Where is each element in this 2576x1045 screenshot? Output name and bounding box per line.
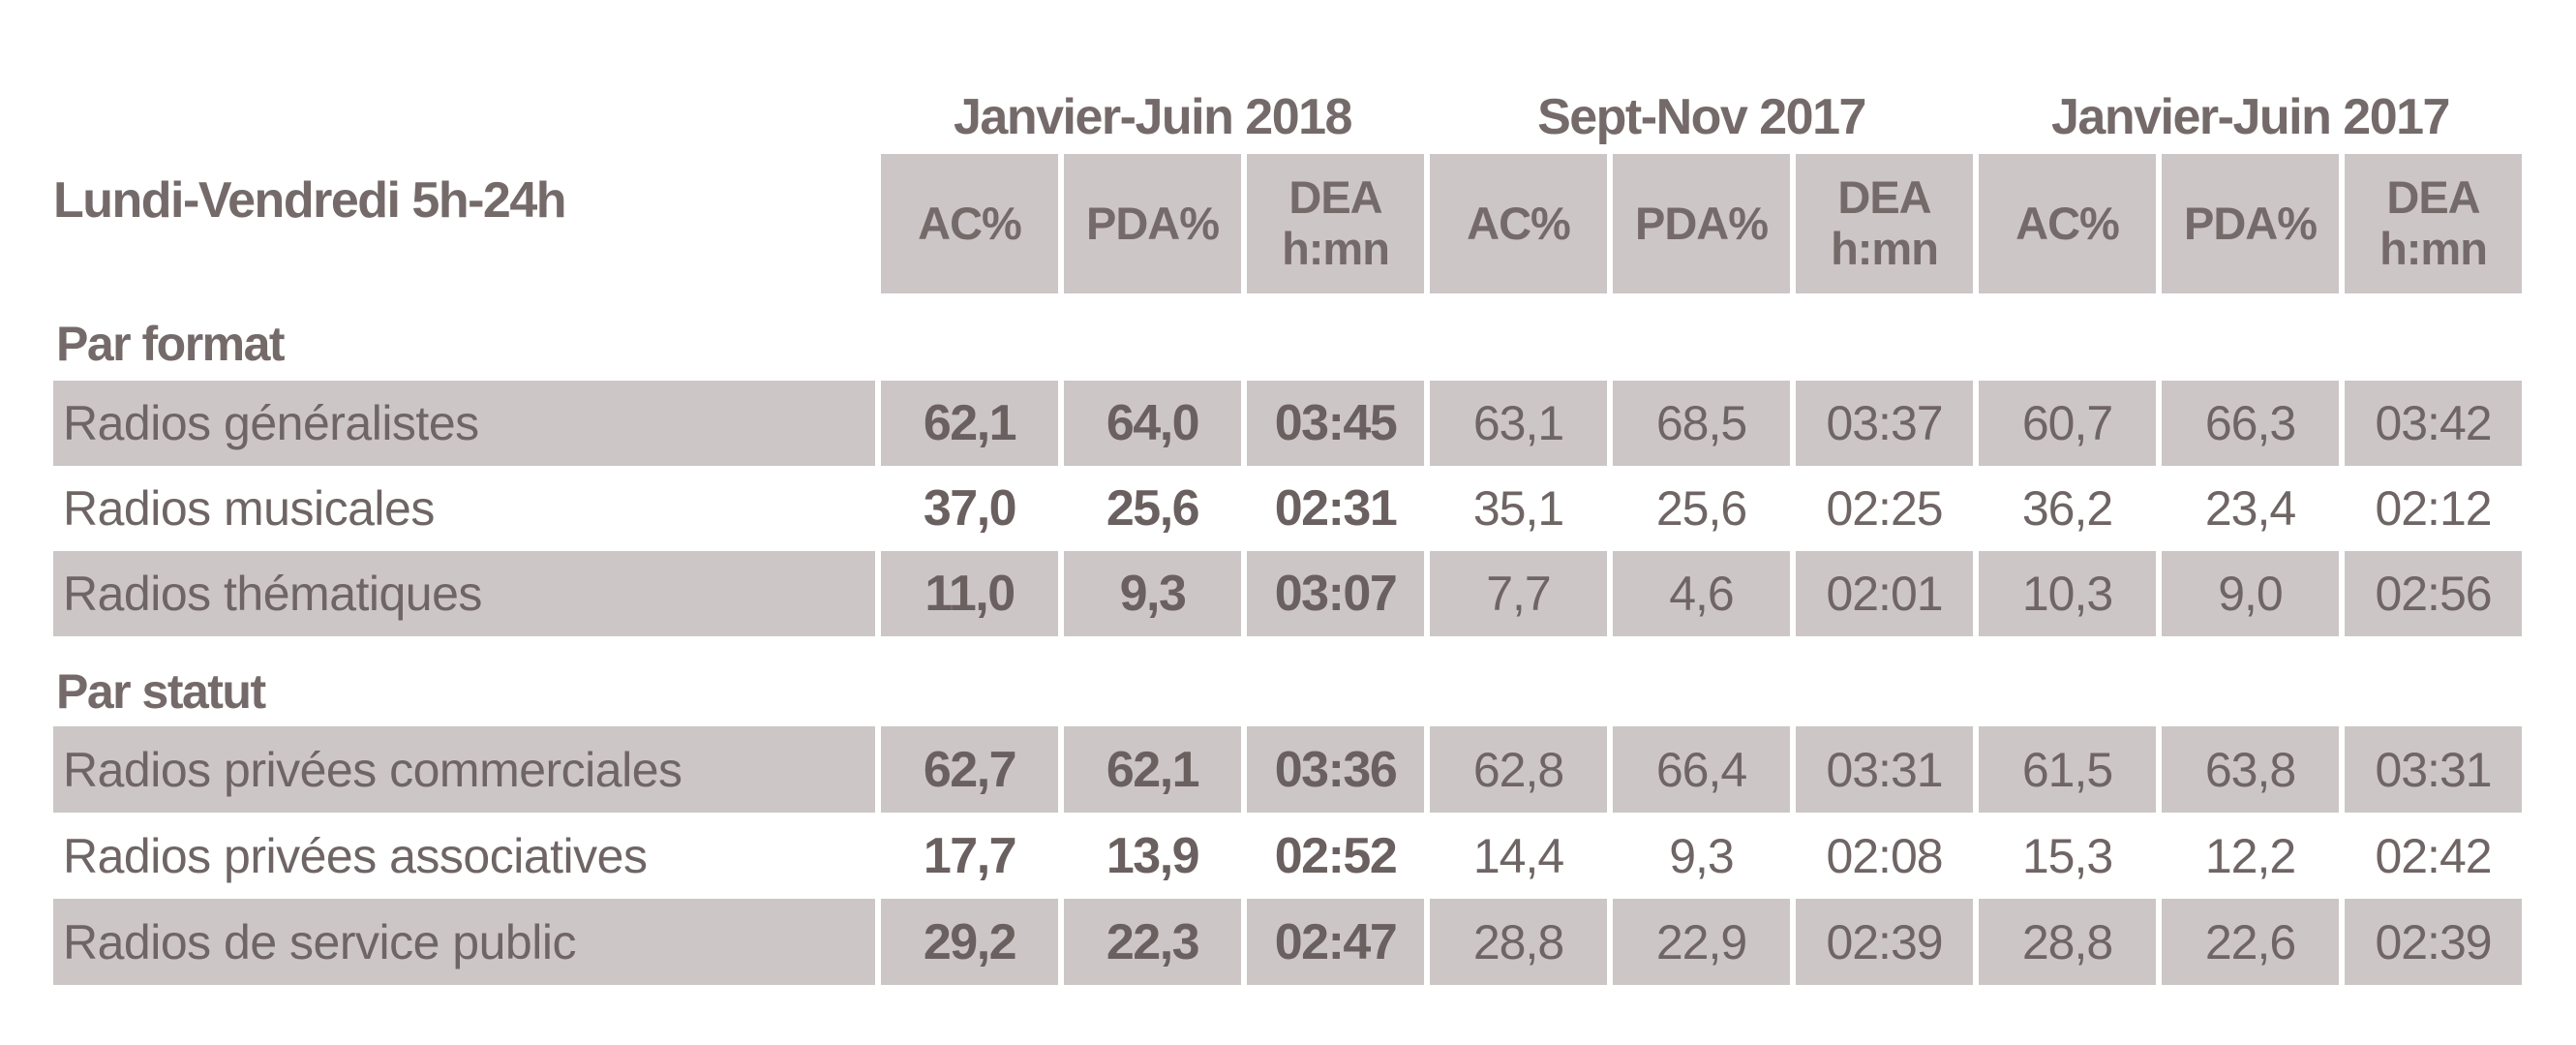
value-cell: 22,3 bbox=[1064, 899, 1241, 985]
value-cell: 60,7 bbox=[1979, 381, 2156, 466]
period-header-spacer bbox=[53, 82, 875, 154]
value-cell: 7,7 bbox=[1430, 551, 1607, 636]
value-cell: 25,6 bbox=[1106, 480, 1200, 537]
period-header-janvier-juin-2017: Janvier-Juin 2017 bbox=[2051, 89, 2450, 145]
value-cell: 9,3 bbox=[1669, 828, 1735, 883]
value-cell: 22,9 bbox=[1613, 899, 1790, 985]
row-label: Radios généralistes bbox=[53, 381, 875, 466]
value-cell: 66,4 bbox=[1613, 726, 1790, 813]
value-cell: 28,8 bbox=[1430, 899, 1607, 985]
col-header-dea-p2: DEA h:mn bbox=[1796, 154, 1973, 293]
row-label: Radios thématiques bbox=[53, 551, 875, 636]
value-cell: 64,0 bbox=[1064, 381, 1241, 466]
section-par-format-rows: Radios généralistes 62,1 64,0 03:45 63,1… bbox=[53, 381, 2522, 636]
col-header-dea-p1: DEA h:mn bbox=[1247, 154, 1424, 293]
value-cell: 63,8 bbox=[2162, 726, 2339, 813]
col-header-ac-p2: AC% bbox=[1430, 154, 1607, 293]
period-header-sept-nov-2017: Sept-Nov 2017 bbox=[1537, 89, 1866, 145]
value-cell: 29,2 bbox=[881, 899, 1058, 985]
table-row-radios-privees-associatives: Radios privées associatives 17,7 13,9 02… bbox=[53, 813, 2522, 899]
value-cell: 03:42 bbox=[2345, 381, 2522, 466]
value-cell: 03:37 bbox=[1796, 381, 1973, 466]
value-cell: 13,9 bbox=[1106, 827, 1200, 884]
col-header-dea-p3: DEA h:mn bbox=[2345, 154, 2522, 293]
row-label: Radios de service public bbox=[53, 899, 875, 985]
value-cell: 11,0 bbox=[881, 551, 1058, 636]
value-cell: 9,3 bbox=[1064, 551, 1241, 636]
table-row-radios-thematiques: Radios thématiques 11,0 9,3 03:07 7,7 4,… bbox=[53, 551, 2522, 636]
period-header-row: Janvier-Juin 2018 Sept-Nov 2017 Janvier-… bbox=[53, 82, 2522, 154]
table-title: Lundi-Vendredi 5h-24h bbox=[53, 172, 567, 229]
value-cell: 61,5 bbox=[1979, 726, 2156, 813]
column-header-row: Lundi-Vendredi 5h-24h AC% PDA% DEA h:mn … bbox=[53, 154, 2522, 293]
value-cell: 02:39 bbox=[1796, 899, 1973, 985]
section-par-statut-rows: Radios privées commerciales 62,7 62,1 03… bbox=[53, 726, 2522, 985]
col-header-pda-p1: PDA% bbox=[1064, 154, 1241, 293]
table-row-radios-privees-commerciales: Radios privées commerciales 62,7 62,1 03… bbox=[53, 726, 2522, 813]
value-cell: 66,3 bbox=[2162, 381, 2339, 466]
value-cell: 02:01 bbox=[1796, 551, 1973, 636]
value-cell: 28,8 bbox=[1979, 899, 2156, 985]
value-cell: 03:07 bbox=[1247, 551, 1424, 636]
value-cell: 14,4 bbox=[1472, 828, 1564, 883]
value-cell: 03:31 bbox=[2345, 726, 2522, 813]
row-label: Radios privées associatives bbox=[63, 828, 648, 883]
value-cell: 02:12 bbox=[2375, 481, 2492, 536]
row-label: Radios musicales bbox=[63, 481, 435, 536]
value-cell: 37,0 bbox=[923, 480, 1017, 537]
value-cell: 02:39 bbox=[2345, 899, 2522, 985]
value-cell: 62,7 bbox=[881, 726, 1058, 813]
value-cell: 03:45 bbox=[1247, 381, 1424, 466]
value-cell: 23,4 bbox=[2204, 481, 2296, 536]
col-header-pda-p2: PDA% bbox=[1613, 154, 1790, 293]
col-header-ac-p1: AC% bbox=[881, 154, 1058, 293]
value-cell: 02:42 bbox=[2375, 828, 2492, 883]
value-cell: 4,6 bbox=[1613, 551, 1790, 636]
value-cell: 68,5 bbox=[1613, 381, 1790, 466]
value-cell: 03:31 bbox=[1796, 726, 1973, 813]
value-cell: 02:47 bbox=[1247, 899, 1424, 985]
value-cell: 12,2 bbox=[2204, 828, 2296, 883]
section-title-par-statut: Par statut bbox=[56, 664, 266, 719]
section-title-par-format: Par format bbox=[56, 317, 286, 371]
value-cell: 02:31 bbox=[1274, 480, 1398, 537]
table-row-radios-de-service-public: Radios de service public 29,2 22,3 02:47… bbox=[53, 899, 2522, 985]
table-row-radios-musicales: Radios musicales 37,0 25,6 02:31 35,1 25… bbox=[53, 466, 2522, 551]
value-cell: 25,6 bbox=[1655, 481, 1747, 536]
value-cell: 62,1 bbox=[881, 381, 1058, 466]
value-cell: 62,1 bbox=[1064, 726, 1241, 813]
value-cell: 63,1 bbox=[1430, 381, 1607, 466]
value-cell: 17,7 bbox=[923, 827, 1017, 884]
value-cell: 22,6 bbox=[2162, 899, 2339, 985]
value-cell: 15,3 bbox=[2021, 828, 2113, 883]
value-cell: 02:52 bbox=[1274, 827, 1398, 884]
row-label: Radios privées commerciales bbox=[53, 726, 875, 813]
col-header-ac-p3: AC% bbox=[1979, 154, 2156, 293]
period-header-janvier-juin-2018: Janvier-Juin 2018 bbox=[954, 89, 1352, 145]
value-cell: 9,0 bbox=[2162, 551, 2339, 636]
value-cell: 36,2 bbox=[2021, 481, 2113, 536]
table-row-radios-generalistes: Radios généralistes 62,1 64,0 03:45 63,1… bbox=[53, 381, 2522, 466]
value-cell: 35,1 bbox=[1472, 481, 1564, 536]
value-cell: 03:36 bbox=[1247, 726, 1424, 813]
col-header-pda-p3: PDA% bbox=[2162, 154, 2339, 293]
value-cell: 02:56 bbox=[2345, 551, 2522, 636]
value-cell: 10,3 bbox=[1979, 551, 2156, 636]
value-cell: 02:25 bbox=[1826, 481, 1943, 536]
value-cell: 62,8 bbox=[1430, 726, 1607, 813]
value-cell: 02:08 bbox=[1826, 828, 1943, 883]
radio-audience-table: Janvier-Juin 2018 Sept-Nov 2017 Janvier-… bbox=[53, 82, 2522, 985]
